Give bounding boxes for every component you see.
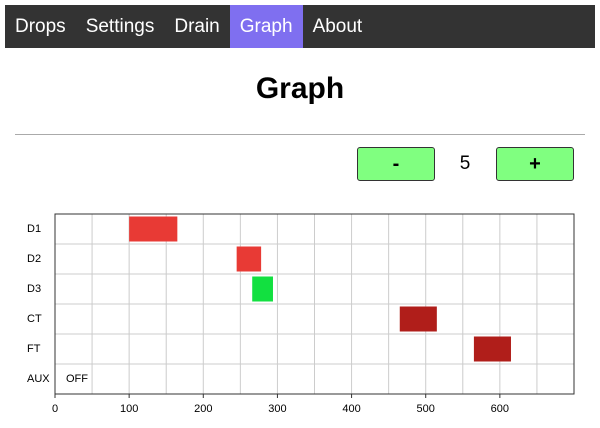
nav-item[interactable]: Graph <box>229 5 303 48</box>
row-label: FT <box>27 343 41 355</box>
row-label: D2 <box>27 253 41 265</box>
nav-bar: Drops Settings Drain Graph About <box>5 5 595 48</box>
x-tick-label: 600 <box>491 403 509 415</box>
x-tick-label: 500 <box>417 403 435 415</box>
x-tick-label: 300 <box>268 403 286 415</box>
bar <box>473 336 511 362</box>
row-label: D3 <box>27 283 41 295</box>
bar <box>252 276 273 302</box>
bar <box>129 216 178 242</box>
nav-item[interactable]: Drain <box>174 16 220 37</box>
row-label: CT <box>27 313 42 325</box>
x-tick-label: 100 <box>120 403 138 415</box>
minus-button[interactable]: - <box>357 147 435 181</box>
x-tick-label: 0 <box>52 403 58 415</box>
row-label: D1 <box>27 223 41 235</box>
nav-item[interactable]: Drops <box>15 16 66 37</box>
nav-item[interactable]: Settings <box>85 16 155 37</box>
row-status: OFF <box>66 373 88 385</box>
value-display: 5 <box>459 153 471 174</box>
x-tick-label: 400 <box>342 403 360 415</box>
plot-frame <box>54 213 575 395</box>
divider <box>15 134 585 135</box>
plus-button[interactable]: + <box>496 147 574 181</box>
bar <box>399 306 437 332</box>
x-tick-label: 200 <box>194 403 212 415</box>
row-label: AUX <box>27 373 50 385</box>
bar <box>236 246 262 272</box>
nav-item[interactable]: About <box>312 16 363 37</box>
page-title: Graph <box>255 72 345 105</box>
